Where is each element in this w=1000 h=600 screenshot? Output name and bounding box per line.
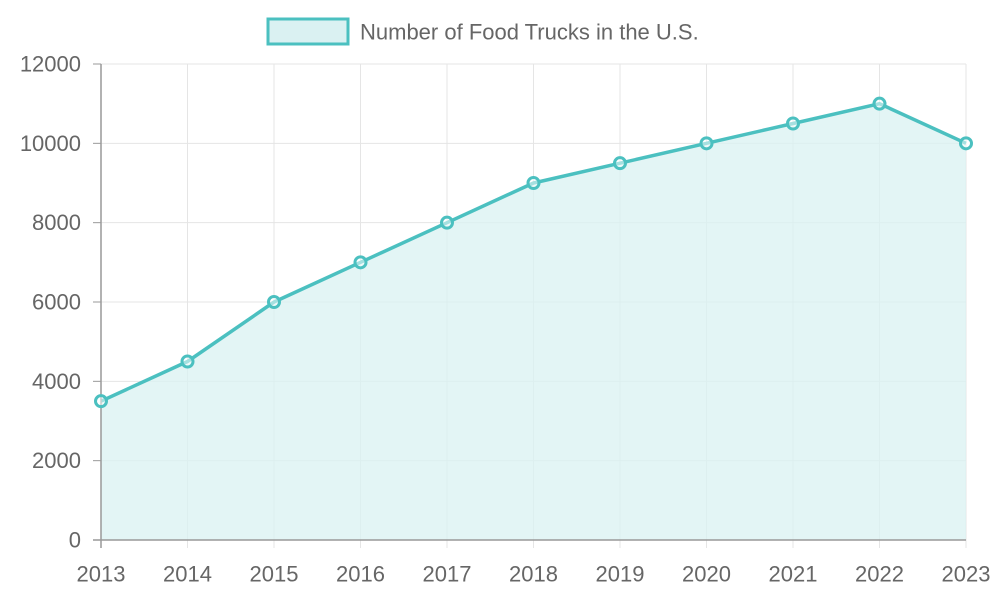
data-point[interactable] — [959, 136, 973, 151]
data-point[interactable] — [526, 176, 541, 190]
x-tick-label: 2017 — [423, 562, 472, 587]
x-tick-label: 2014 — [163, 562, 212, 587]
x-tick-label: 2013 — [77, 562, 126, 587]
data-point[interactable] — [180, 354, 195, 369]
data-point[interactable] — [613, 156, 627, 171]
data-point[interactable] — [353, 255, 368, 270]
y-tick-label: 0 — [69, 528, 81, 553]
data-points — [94, 96, 973, 409]
legend[interactable]: Number of Food Trucks in the U.S. — [266, 17, 699, 46]
axes — [93, 63, 966, 548]
x-tick-label: 2015 — [250, 562, 299, 587]
x-tick-label: 2016 — [336, 562, 385, 587]
x-axis-tick-labels: 2013 2014 2015 2016 2017 2018 2019 2020 2021 2022… — [77, 562, 991, 587]
x-tick-label: 2019 — [596, 562, 645, 587]
x-tick-label: 2020 — [682, 562, 731, 587]
x-tick-label: 2022 — [855, 562, 904, 587]
y-tick-label: 4000 — [32, 369, 81, 394]
data-point[interactable] — [699, 136, 714, 151]
y-tick-label: 12000 — [20, 52, 81, 77]
y-tick-label: 6000 — [32, 290, 81, 315]
x-tick-label: 2023 — [942, 562, 991, 587]
y-axis-tick-labels: 0 2000 4000 6000 8000 10000 12000 — [20, 52, 81, 553]
y-tick-label: 8000 — [32, 210, 81, 235]
x-tick-label: 2018 — [509, 562, 558, 587]
x-tick-label: 2021 — [769, 562, 818, 587]
data-point[interactable] — [440, 215, 454, 230]
legend-swatch[interactable] — [266, 17, 350, 46]
data-point[interactable] — [872, 96, 887, 111]
data-point[interactable] — [786, 116, 800, 131]
series-area-fill — [101, 103, 966, 541]
data-point[interactable] — [267, 295, 281, 309]
legend-label[interactable]: Number of Food Trucks in the U.S. — [360, 20, 699, 45]
y-tick-label: 10000 — [20, 131, 81, 156]
y-tick-label: 2000 — [32, 448, 81, 473]
data-point[interactable] — [94, 394, 108, 409]
